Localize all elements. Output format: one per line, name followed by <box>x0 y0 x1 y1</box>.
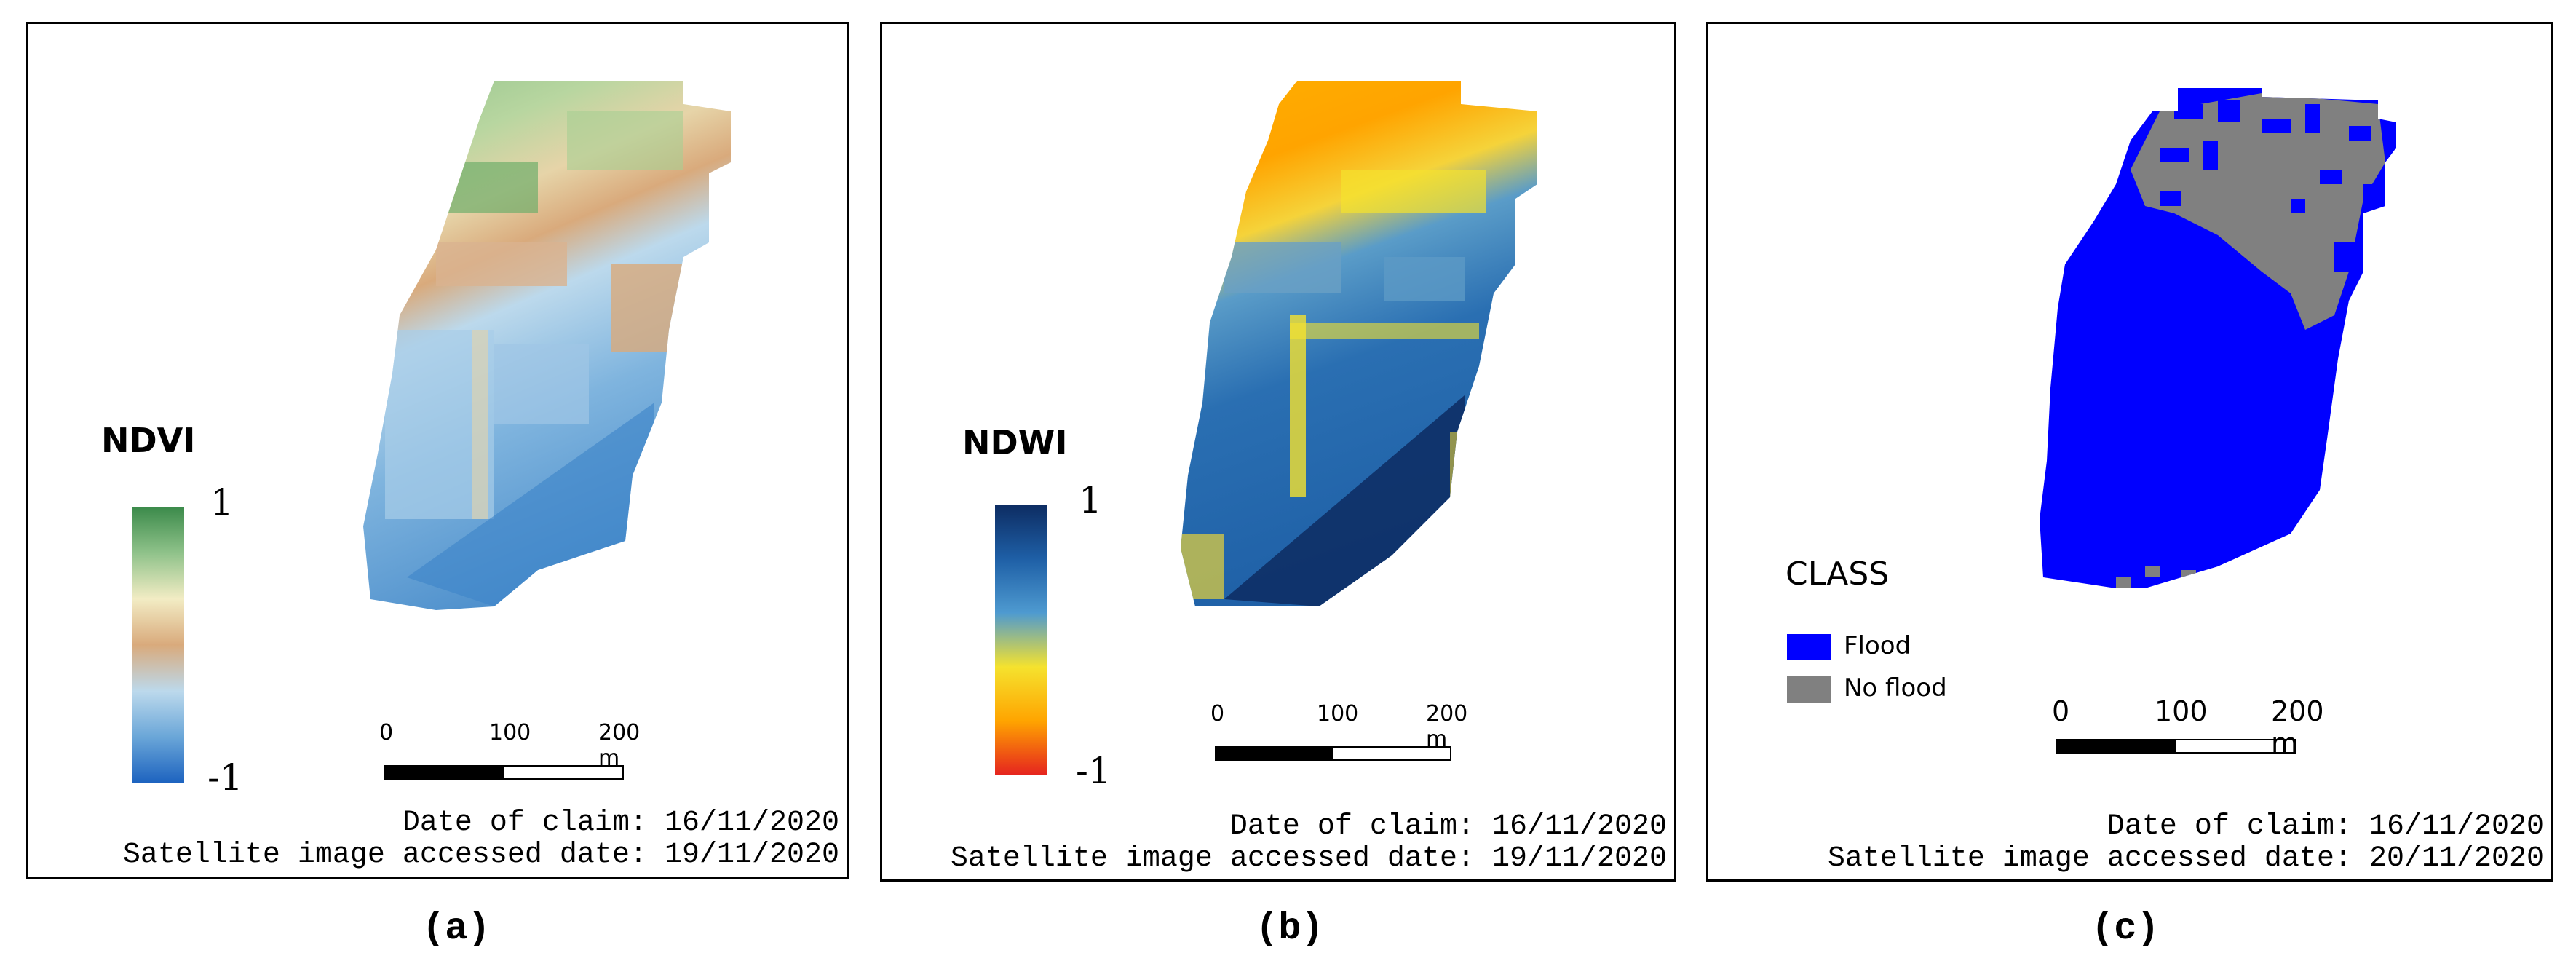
scale-tick-200: 200 m <box>2271 695 2324 759</box>
class-scale-bar: 0 100 200 m <box>2052 695 2324 761</box>
map-panel-ndvi: NDVI 1 -1 0 100 200 m Date of claim: 16/… <box>26 22 849 879</box>
date-of-claim: Date of claim: 16/11/2020 <box>1229 810 1667 843</box>
no-flood-legend-label: No flood <box>1844 673 1947 703</box>
flood-swatch <box>1787 634 1831 660</box>
ndvi-color-ramp <box>132 507 184 783</box>
ndvi-raster-map <box>363 81 731 610</box>
caption-b: (b) <box>1256 907 1324 950</box>
ndvi-legend-title: NDVI <box>101 421 196 460</box>
caption-c: (c) <box>2091 907 2160 950</box>
ndwi-color-ramp <box>995 505 1047 775</box>
scale-tick-0: 0 <box>1210 701 1225 727</box>
scale-tick-0: 0 <box>2052 695 2070 727</box>
ndvi-ramp-max-label: 1 <box>210 481 234 523</box>
scale-tick-200: 200 m <box>598 720 641 771</box>
ndvi-scale-bar: 0 100 200 m <box>379 720 640 786</box>
flood-class-map <box>2040 88 2396 588</box>
accessed-date: Satellite image accessed date: 20/11/202… <box>1827 842 2544 875</box>
no-flood-swatch <box>1787 676 1831 703</box>
date-of-claim: Date of claim: 16/11/2020 <box>2107 810 2544 843</box>
scale-tick-0: 0 <box>379 720 394 745</box>
ndvi-ramp-min-label: -1 <box>207 756 243 799</box>
map-panel-class: CLASS Flood No flood 0 100 200 m Date of… <box>1706 22 2553 882</box>
scale-tick-100: 100 <box>1317 701 1359 727</box>
map-panel-ndwi: NDWI 1 -1 0 100 200 m Date of claim: 16/… <box>880 22 1676 882</box>
accessed-date: Satellite image accessed date: 19/11/202… <box>950 842 1667 875</box>
accessed-date: Satellite image accessed date: 19/11/202… <box>122 839 839 871</box>
ndwi-legend-title: NDWI <box>962 423 1068 462</box>
date-of-claim: Date of claim: 16/11/2020 <box>402 807 839 839</box>
scale-tick-100: 100 <box>489 720 531 745</box>
scale-tick-200: 200 m <box>1426 701 1468 752</box>
ndwi-raster-map <box>1181 81 1537 606</box>
scale-tick-100: 100 <box>2155 695 2208 727</box>
ndwi-ramp-max-label: 1 <box>1079 479 1102 521</box>
ndwi-ramp-min-label: -1 <box>1076 750 1111 792</box>
class-legend-title: CLASS <box>1786 555 1890 593</box>
caption-a: (a) <box>422 907 491 950</box>
ndwi-scale-bar: 0 100 200 m <box>1210 701 1467 767</box>
flood-legend-label: Flood <box>1844 631 1911 660</box>
